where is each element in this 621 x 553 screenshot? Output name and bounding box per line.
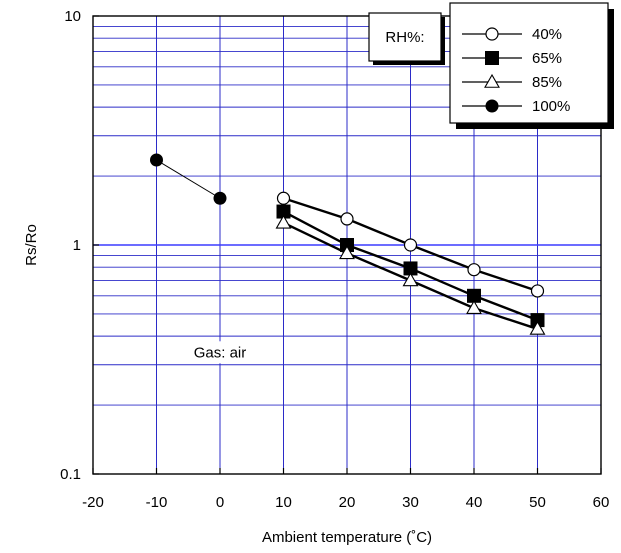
data-point bbox=[275, 214, 292, 229]
legend-label: 100% bbox=[532, 98, 570, 115]
legend-label: 65% bbox=[532, 50, 562, 67]
legend: 40% 65% 85% 100% bbox=[449, 2, 614, 129]
data-point bbox=[403, 261, 418, 276]
x-axis-title: Ambient temperature (˚C) bbox=[262, 529, 432, 546]
data-point bbox=[339, 245, 355, 260]
legend-marker bbox=[484, 73, 500, 88]
x-tick-label: 0 bbox=[216, 494, 224, 511]
legend-title: RH%: bbox=[385, 29, 424, 46]
y-tick-label: 1 bbox=[73, 237, 81, 254]
legend-marker bbox=[485, 27, 499, 41]
y-tick-label: 10 bbox=[64, 8, 81, 25]
data-point bbox=[150, 153, 163, 167]
y-tick-label: 0.1 bbox=[60, 466, 81, 483]
y-axis-title: Rs/Ro bbox=[23, 224, 40, 266]
data-point bbox=[340, 238, 354, 252]
data-point bbox=[466, 300, 482, 314]
legend-title-box: RH%: bbox=[368, 12, 445, 65]
legend-marker bbox=[485, 99, 499, 113]
gas-annotation-text: Gas: air bbox=[194, 344, 247, 361]
data-point bbox=[403, 238, 418, 252]
x-tick-label: 60 bbox=[593, 494, 610, 511]
x-tick-label: -10 bbox=[146, 494, 168, 511]
legend-frame bbox=[449, 2, 609, 124]
gas-annotation-background bbox=[178, 341, 262, 364]
x-tick-label: 50 bbox=[529, 494, 546, 511]
x-tick-label: -20 bbox=[82, 494, 104, 511]
data-point bbox=[276, 191, 291, 205]
legend-marker bbox=[485, 51, 499, 65]
data-point bbox=[467, 288, 481, 303]
series-line bbox=[156, 159, 221, 199]
data-point bbox=[529, 320, 546, 335]
data-point bbox=[213, 191, 227, 205]
legend-label: 85% bbox=[532, 74, 562, 91]
data-point bbox=[340, 212, 354, 226]
legend-items: 40% 65% 85% 100% bbox=[462, 26, 570, 115]
x-tick-label: 40 bbox=[466, 494, 483, 511]
legend-title-frame bbox=[368, 12, 442, 62]
x-tick-label: 20 bbox=[339, 494, 356, 511]
data-point bbox=[530, 284, 545, 298]
data-point bbox=[530, 313, 545, 328]
legend-label: 40% bbox=[532, 26, 562, 43]
gas-annotation: Gas: air bbox=[178, 341, 262, 364]
x-axis-tick-labels: -20 -10 0 10 20 30 40 50 60 bbox=[82, 494, 609, 511]
y-axis-tick-labels: 0.1 1 10 bbox=[60, 8, 81, 483]
x-tick-label: 30 bbox=[402, 494, 419, 511]
data-point bbox=[402, 272, 419, 287]
data-point bbox=[467, 263, 481, 277]
series-markers bbox=[150, 153, 546, 335]
x-tick-label: 10 bbox=[275, 494, 292, 511]
axis-ticks bbox=[92, 15, 602, 475]
data-point bbox=[276, 204, 291, 219]
